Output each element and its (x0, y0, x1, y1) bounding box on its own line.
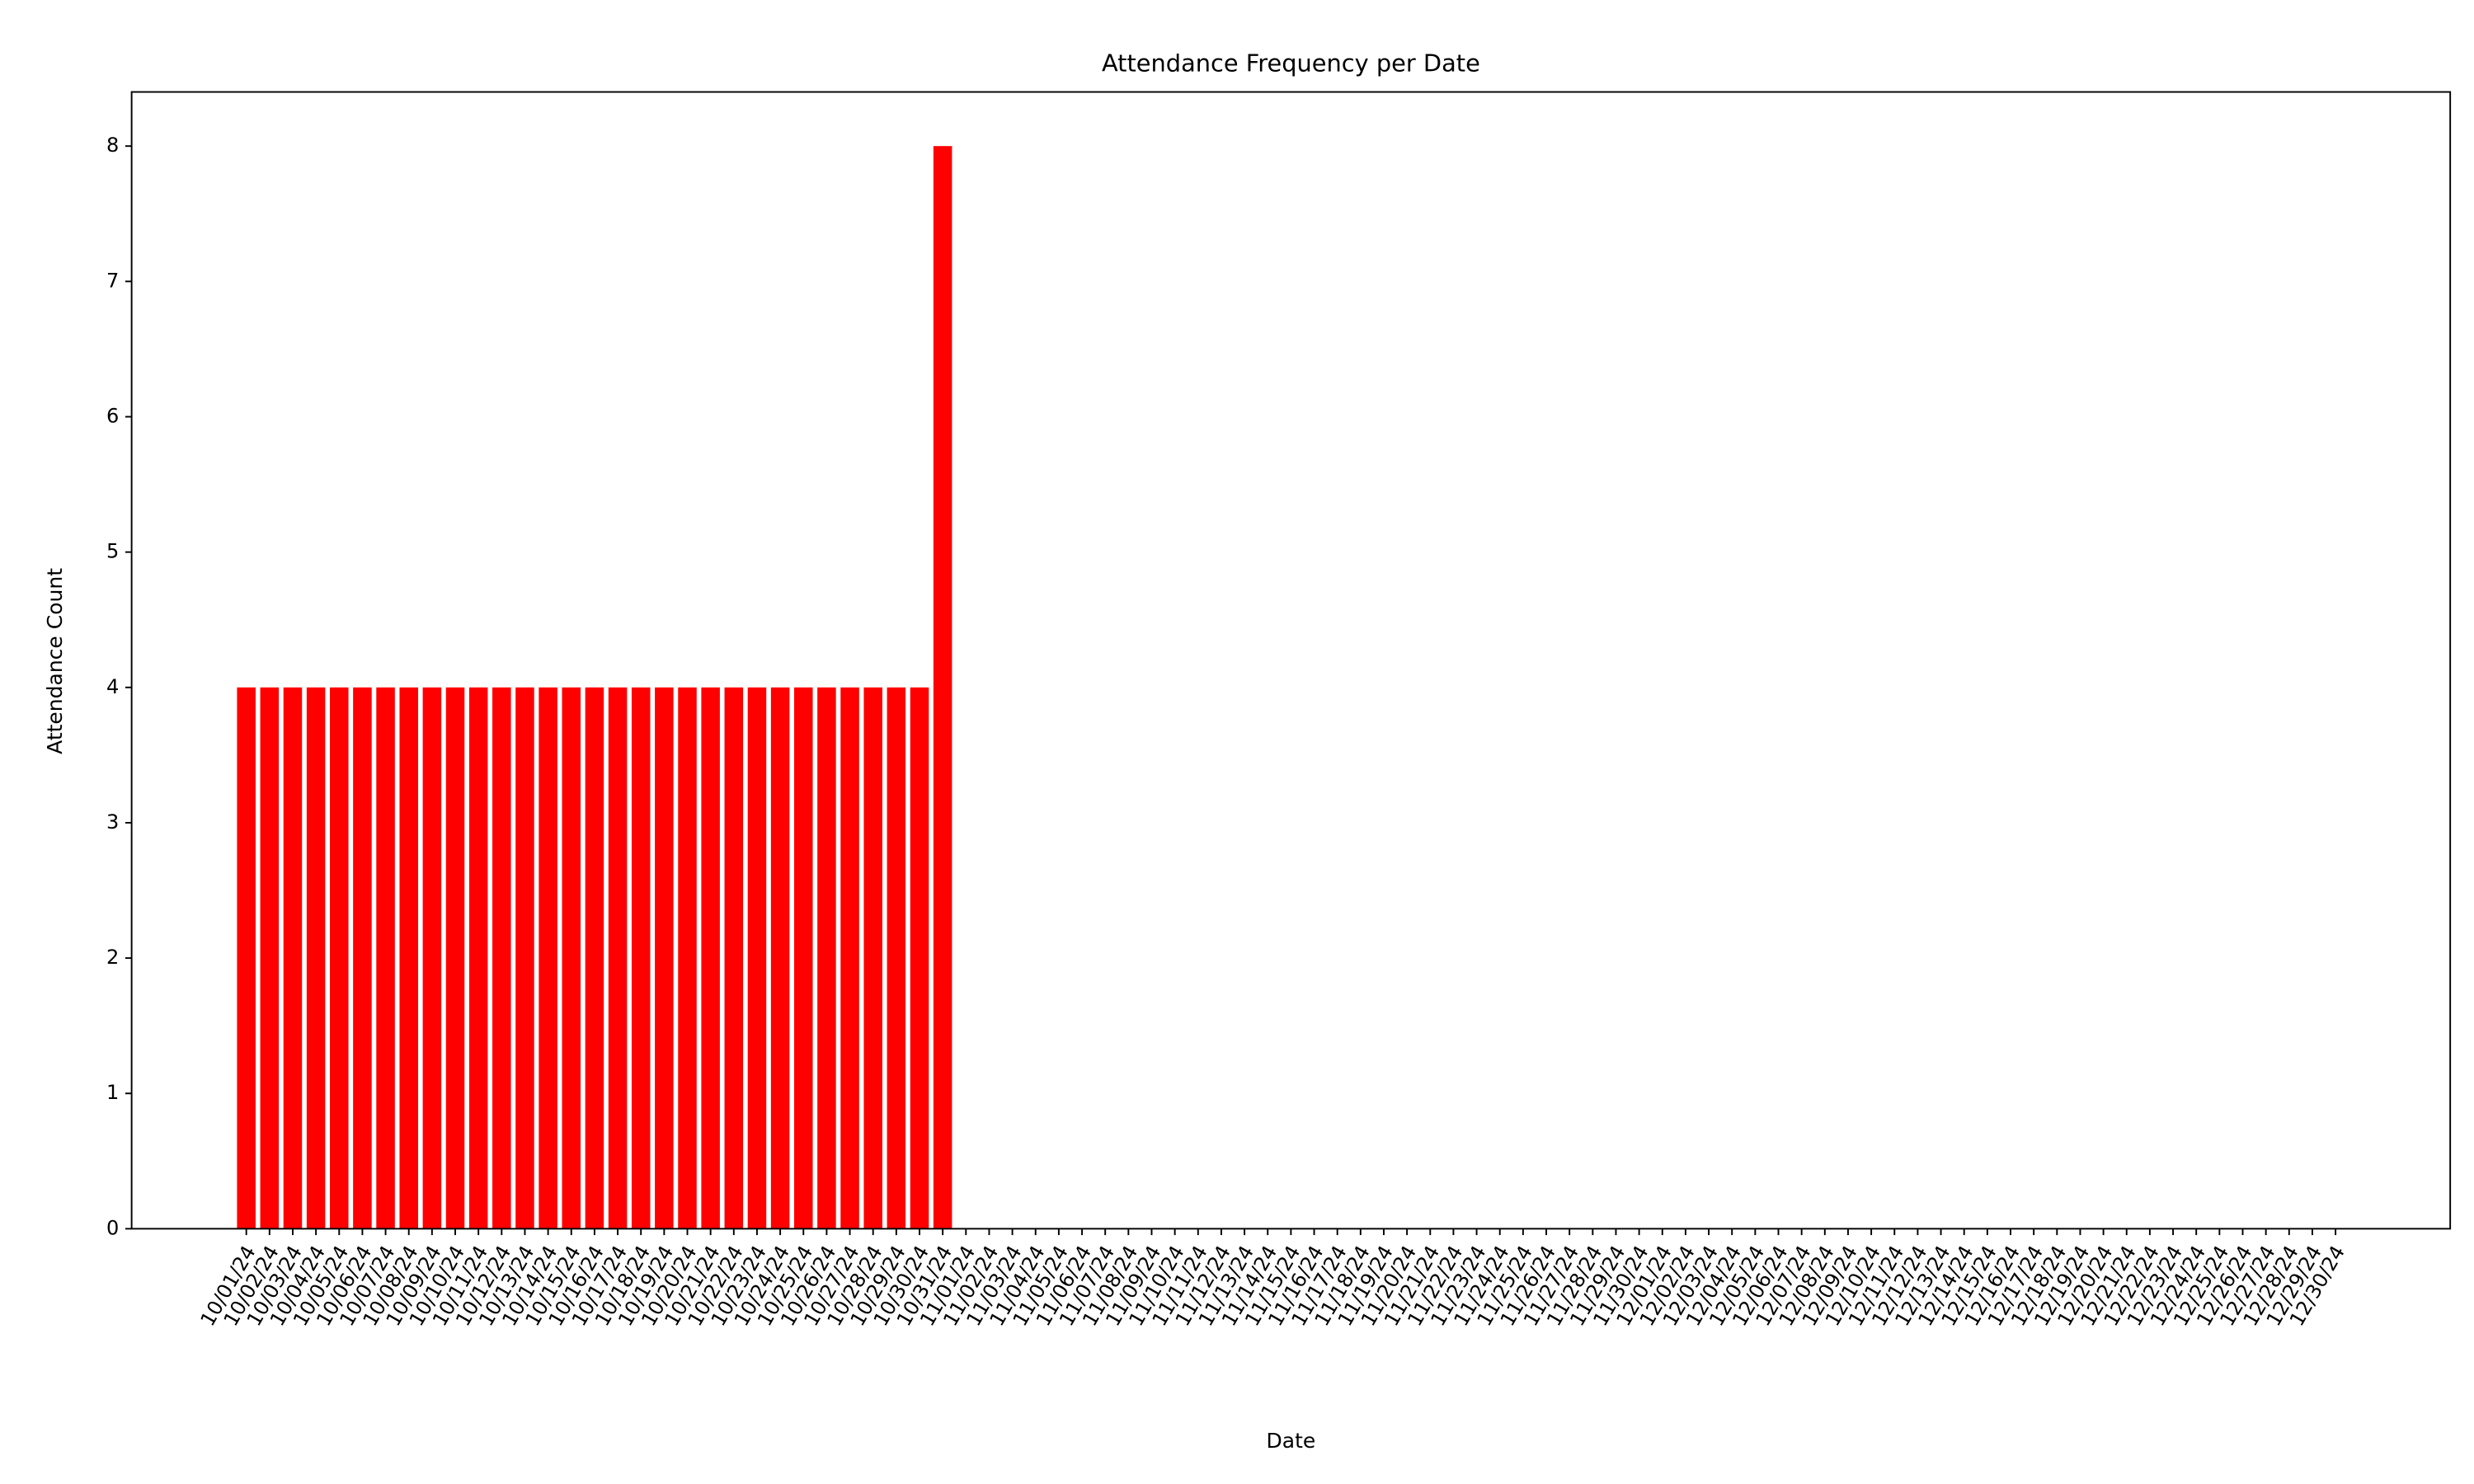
bar (376, 687, 395, 1229)
bar (608, 687, 628, 1229)
bar (539, 687, 557, 1229)
y-tick-label: 0 (106, 1216, 119, 1239)
bar (747, 687, 767, 1229)
y-tick-label: 8 (106, 134, 119, 157)
bar (678, 687, 697, 1229)
y-tick-label: 5 (106, 540, 119, 563)
plot-frame (130, 91, 2452, 1230)
y-axis-label: Attendance Count (43, 568, 67, 754)
bar (910, 687, 929, 1229)
bar (863, 687, 882, 1229)
bar (330, 687, 349, 1229)
bar (353, 687, 372, 1229)
bar (585, 687, 604, 1229)
y-tick-label: 2 (106, 946, 119, 969)
bar (562, 687, 581, 1229)
bar (840, 687, 859, 1229)
x-axis-label: Date (1267, 1429, 1316, 1453)
y-tick-label: 4 (106, 675, 119, 698)
bar (492, 687, 511, 1229)
y-tick-label: 1 (106, 1081, 119, 1104)
bar (631, 687, 651, 1229)
bar (515, 687, 534, 1229)
y-tick-label: 3 (106, 810, 119, 834)
bar (399, 687, 418, 1229)
bar (817, 687, 836, 1229)
bar (793, 687, 813, 1229)
y-tick-label: 6 (106, 404, 119, 427)
y-tick-label: 7 (106, 269, 119, 292)
bar (260, 687, 280, 1229)
bar (701, 687, 720, 1229)
bar (468, 687, 488, 1229)
bar (770, 687, 790, 1229)
bar (445, 687, 465, 1229)
bar (724, 687, 744, 1229)
bar (306, 687, 326, 1229)
bar (422, 687, 442, 1229)
bar (283, 687, 303, 1229)
chart-title: Attendance Frequency per Date (1102, 49, 1480, 77)
bar (655, 687, 674, 1229)
bar (237, 687, 256, 1229)
bar (933, 146, 952, 1229)
bar (887, 687, 906, 1229)
